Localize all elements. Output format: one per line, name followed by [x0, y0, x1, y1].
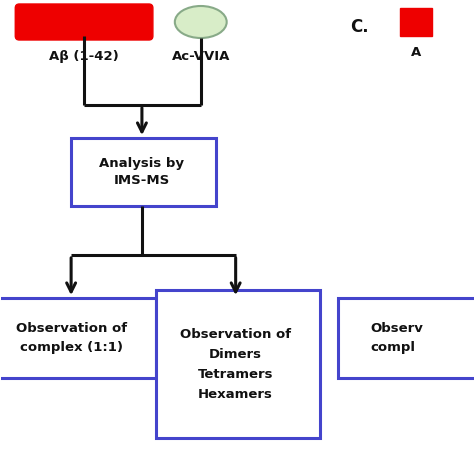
Text: Observation of
complex (1:1): Observation of complex (1:1) — [16, 322, 127, 354]
Text: C.: C. — [350, 18, 369, 36]
FancyBboxPatch shape — [15, 4, 153, 40]
Bar — [0, 298, 156, 378]
Ellipse shape — [175, 6, 227, 38]
Text: Observation of
Dimers
Tetramers
Hexamers: Observation of Dimers Tetramers Hexamers — [180, 328, 291, 401]
Text: A: A — [411, 46, 421, 59]
Bar — [156, 290, 320, 438]
Text: Observ
compl: Observ compl — [370, 322, 423, 354]
Bar — [71, 138, 216, 206]
Bar — [400, 8, 432, 36]
Text: Ac-VVIA: Ac-VVIA — [172, 50, 230, 63]
Bar — [338, 298, 474, 378]
Text: Aβ (1-42): Aβ (1-42) — [49, 50, 119, 63]
Text: Analysis by
IMS-MS: Analysis by IMS-MS — [100, 156, 184, 188]
